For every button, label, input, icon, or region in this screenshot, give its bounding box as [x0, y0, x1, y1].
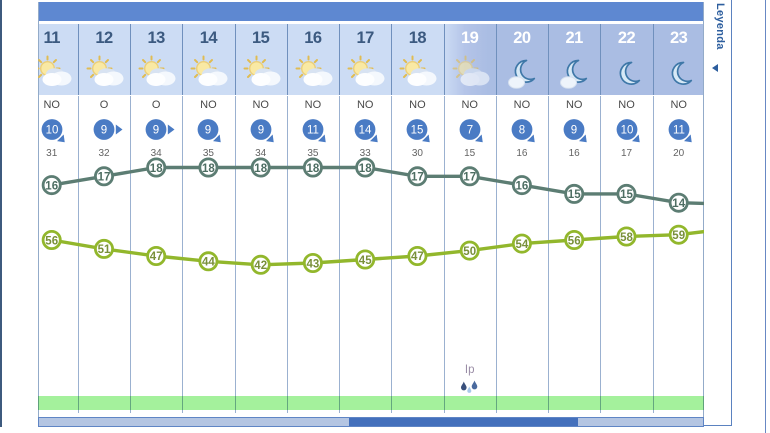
svg-text:56: 56 — [568, 235, 581, 247]
svg-text:9: 9 — [101, 124, 107, 136]
svg-text:45: 45 — [359, 255, 372, 267]
svg-text:18: 18 — [254, 163, 267, 175]
svg-text:59: 59 — [672, 230, 685, 242]
svg-text:15: 15 — [620, 189, 633, 201]
svg-text:9: 9 — [205, 124, 211, 136]
svg-text:17: 17 — [411, 172, 424, 184]
svg-text:58: 58 — [620, 232, 633, 244]
svg-text:18: 18 — [359, 163, 372, 175]
svg-text:17: 17 — [463, 172, 476, 184]
svg-text:54: 54 — [516, 239, 529, 251]
svg-text:11: 11 — [673, 124, 685, 136]
svg-text:10: 10 — [45, 124, 58, 136]
svg-text:10: 10 — [620, 124, 633, 136]
svg-text:17: 17 — [98, 172, 111, 184]
svg-text:9: 9 — [571, 124, 577, 136]
svg-text:11: 11 — [307, 124, 319, 136]
svg-text:7: 7 — [466, 124, 472, 136]
svg-text:14: 14 — [359, 124, 372, 136]
svg-text:47: 47 — [411, 251, 424, 263]
svg-text:51: 51 — [98, 244, 111, 256]
svg-text:15: 15 — [568, 189, 581, 201]
svg-text:44: 44 — [202, 257, 215, 269]
svg-text:9: 9 — [153, 124, 159, 136]
svg-text:18: 18 — [307, 163, 320, 175]
svg-text:14: 14 — [672, 198, 685, 210]
svg-text:16: 16 — [516, 180, 529, 192]
svg-text:16: 16 — [45, 180, 58, 192]
svg-text:15: 15 — [411, 124, 424, 136]
svg-text:47: 47 — [150, 251, 163, 263]
svg-text:9: 9 — [257, 124, 263, 136]
svg-text:8: 8 — [519, 124, 525, 136]
svg-text:43: 43 — [307, 258, 320, 270]
svg-text:42: 42 — [254, 260, 267, 272]
svg-text:18: 18 — [202, 163, 215, 175]
svg-text:56: 56 — [45, 235, 58, 247]
svg-text:18: 18 — [150, 163, 163, 175]
svg-text:50: 50 — [463, 246, 476, 258]
